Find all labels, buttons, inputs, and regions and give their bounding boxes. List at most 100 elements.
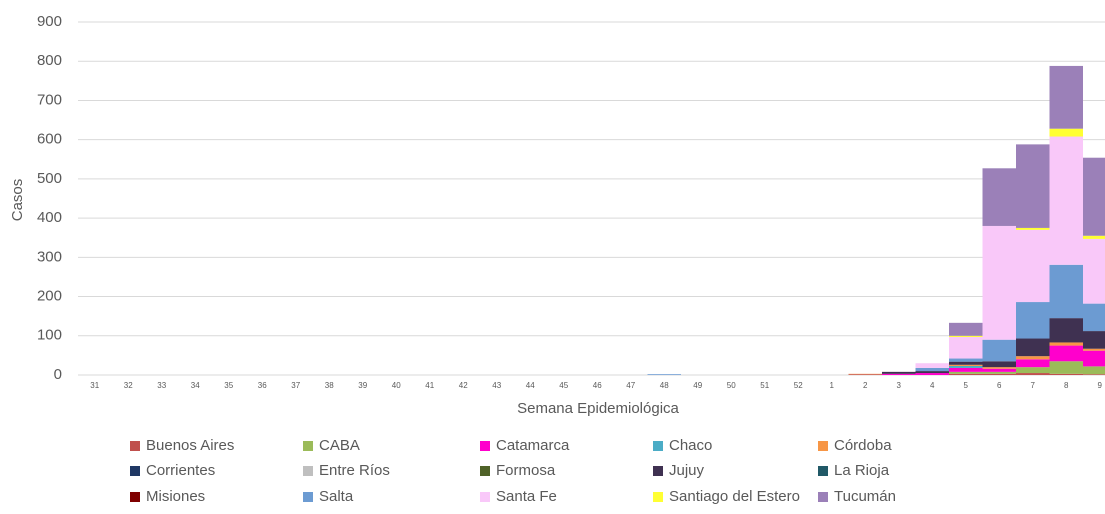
x-tick-label: 47 [626,381,635,390]
legend-label: CABA [319,437,360,454]
bar-segment [949,364,983,366]
bar-segment [1016,144,1050,228]
legend-swatch [653,492,663,502]
legend-label: Córdoba [834,437,892,454]
bar-segment [1016,338,1050,357]
bar-segment [647,374,681,375]
bar-segment [1049,65,1083,129]
y-tick-label: 700 [37,91,62,108]
legend-label: Tucumán [834,488,896,505]
legend-label: Salta [319,488,354,505]
bar-segment [1083,235,1105,239]
legend-label: Entre Ríos [319,462,390,479]
y-axis-title: Casos [9,179,26,222]
x-tick-label: 31 [90,381,99,390]
bar-segment [1016,229,1050,303]
x-tick-label: 37 [291,381,300,390]
legend-label: Buenos Aires [146,437,234,454]
legend-label: La Rioja [834,462,890,479]
bar-segment [982,367,1016,369]
bar-segment [949,358,983,362]
bar-segment [915,367,949,372]
bar-segment [949,365,983,368]
bar-segment [982,373,1016,375]
x-tick-label: 46 [593,381,602,390]
x-tick-label: 49 [693,381,702,390]
bar-segment [1016,367,1050,374]
legend-swatch [480,492,490,502]
x-tick-label: 33 [157,381,166,390]
bar-segment [1083,366,1105,375]
bar-segment [982,371,1016,374]
y-tick-label: 600 [37,131,62,148]
x-tick-label: 9 [1098,381,1103,390]
bar-segment [1049,345,1083,362]
x-tick-label: 42 [459,381,468,390]
legend-label: Misiones [146,488,205,505]
legend-swatch [130,492,140,502]
bar-segment [949,335,983,337]
legend-swatch [303,441,313,451]
x-tick-label: 32 [124,381,133,390]
legend-label: Catamarca [496,437,570,454]
y-tick-label: 500 [37,170,62,187]
legend-swatch [130,466,140,476]
legend-swatch [480,441,490,451]
x-tick-label: 52 [794,381,803,390]
bar-segment [1083,374,1105,375]
legend-label: Chaco [669,437,712,454]
grid [78,21,1105,376]
x-tick-label: 45 [559,381,568,390]
legend-label: Formosa [496,462,556,479]
x-tick-label: 3 [897,381,902,390]
bar-segment [949,371,983,374]
bar-segment [1049,342,1083,346]
x-tick-label: 41 [425,381,434,390]
legend-swatch [653,441,663,451]
legend-swatch [303,466,313,476]
x-tick-label: 35 [224,381,233,390]
legend-swatch [653,466,663,476]
legend-label: Corrientes [146,462,215,479]
x-tick-label: 1 [830,381,835,390]
x-tick-label: 6 [997,381,1002,390]
bar-segment [1016,373,1050,375]
x-tick-label: 2 [863,381,868,390]
x-tick-label: 43 [492,381,501,390]
bar-segment [982,168,1016,226]
y-tick-label: 300 [37,248,62,265]
x-tick-label: 50 [727,381,736,390]
bar-segment [1049,136,1083,265]
y-tick-label: 800 [37,52,62,69]
bar-segment [915,371,949,374]
x-tick-label: 40 [392,381,401,390]
bar-segment [1083,238,1105,304]
x-tick-label: 5 [964,381,969,390]
bar-segment [949,322,983,336]
x-tick-label: 44 [526,381,535,390]
x-tick-label: 48 [660,381,669,390]
bar-segment [1083,157,1105,236]
bar-segment [949,367,983,372]
x-tick-label: 36 [258,381,267,390]
x-tick-label: 39 [358,381,367,390]
y-tick-label: 0 [54,366,62,383]
bar-segment [915,363,949,368]
legend-swatch [130,441,140,451]
bar-segment [1083,348,1105,351]
bar-segment [1083,331,1105,349]
legend-swatch [818,492,828,502]
bar-segment [1016,227,1050,230]
x-tick-label: 4 [930,381,935,390]
x-tick-label: 38 [325,381,334,390]
bar-segment [1016,302,1050,339]
x-axis-title: Semana Epidemiológica [517,400,679,417]
y-tick-label: 900 [37,13,62,30]
x-tick-label: 34 [191,381,200,390]
x-tick-label: 51 [760,381,769,390]
bar-segment [1083,303,1105,332]
bar-segment [1049,264,1083,319]
bar-segment [982,368,1016,372]
